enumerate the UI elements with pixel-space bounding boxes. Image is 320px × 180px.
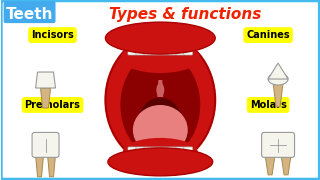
FancyBboxPatch shape <box>32 132 59 157</box>
Text: Types & functions: Types & functions <box>109 7 261 22</box>
Polygon shape <box>265 155 275 175</box>
FancyBboxPatch shape <box>152 147 161 160</box>
FancyBboxPatch shape <box>128 41 137 55</box>
Text: Incisors: Incisors <box>31 30 74 40</box>
Polygon shape <box>268 63 288 79</box>
Ellipse shape <box>138 98 183 152</box>
FancyBboxPatch shape <box>184 147 193 160</box>
FancyBboxPatch shape <box>128 147 137 160</box>
Text: Canines: Canines <box>246 30 290 40</box>
FancyBboxPatch shape <box>136 41 145 55</box>
FancyBboxPatch shape <box>144 41 153 55</box>
FancyBboxPatch shape <box>144 147 153 160</box>
FancyBboxPatch shape <box>168 147 177 160</box>
FancyBboxPatch shape <box>176 41 185 55</box>
FancyBboxPatch shape <box>160 41 169 55</box>
Text: Premolars: Premolars <box>25 100 80 110</box>
Ellipse shape <box>105 35 215 165</box>
Polygon shape <box>41 88 51 108</box>
Ellipse shape <box>120 43 200 73</box>
Text: Molars: Molars <box>250 100 286 110</box>
FancyBboxPatch shape <box>152 41 161 55</box>
Text: Teeth: Teeth <box>6 7 53 22</box>
Ellipse shape <box>268 73 288 85</box>
Ellipse shape <box>120 53 200 157</box>
Polygon shape <box>273 83 283 107</box>
FancyBboxPatch shape <box>184 41 193 55</box>
Ellipse shape <box>133 105 188 155</box>
FancyBboxPatch shape <box>160 147 169 160</box>
Polygon shape <box>48 155 55 177</box>
FancyBboxPatch shape <box>262 132 294 157</box>
FancyBboxPatch shape <box>168 41 177 55</box>
Polygon shape <box>36 155 44 177</box>
Ellipse shape <box>105 22 215 54</box>
FancyBboxPatch shape <box>136 147 145 160</box>
Polygon shape <box>157 80 163 97</box>
FancyBboxPatch shape <box>4 1 55 23</box>
Polygon shape <box>281 155 291 175</box>
Ellipse shape <box>108 148 213 176</box>
Polygon shape <box>36 72 55 88</box>
Ellipse shape <box>123 138 198 166</box>
Ellipse shape <box>156 83 164 97</box>
FancyBboxPatch shape <box>176 147 185 160</box>
